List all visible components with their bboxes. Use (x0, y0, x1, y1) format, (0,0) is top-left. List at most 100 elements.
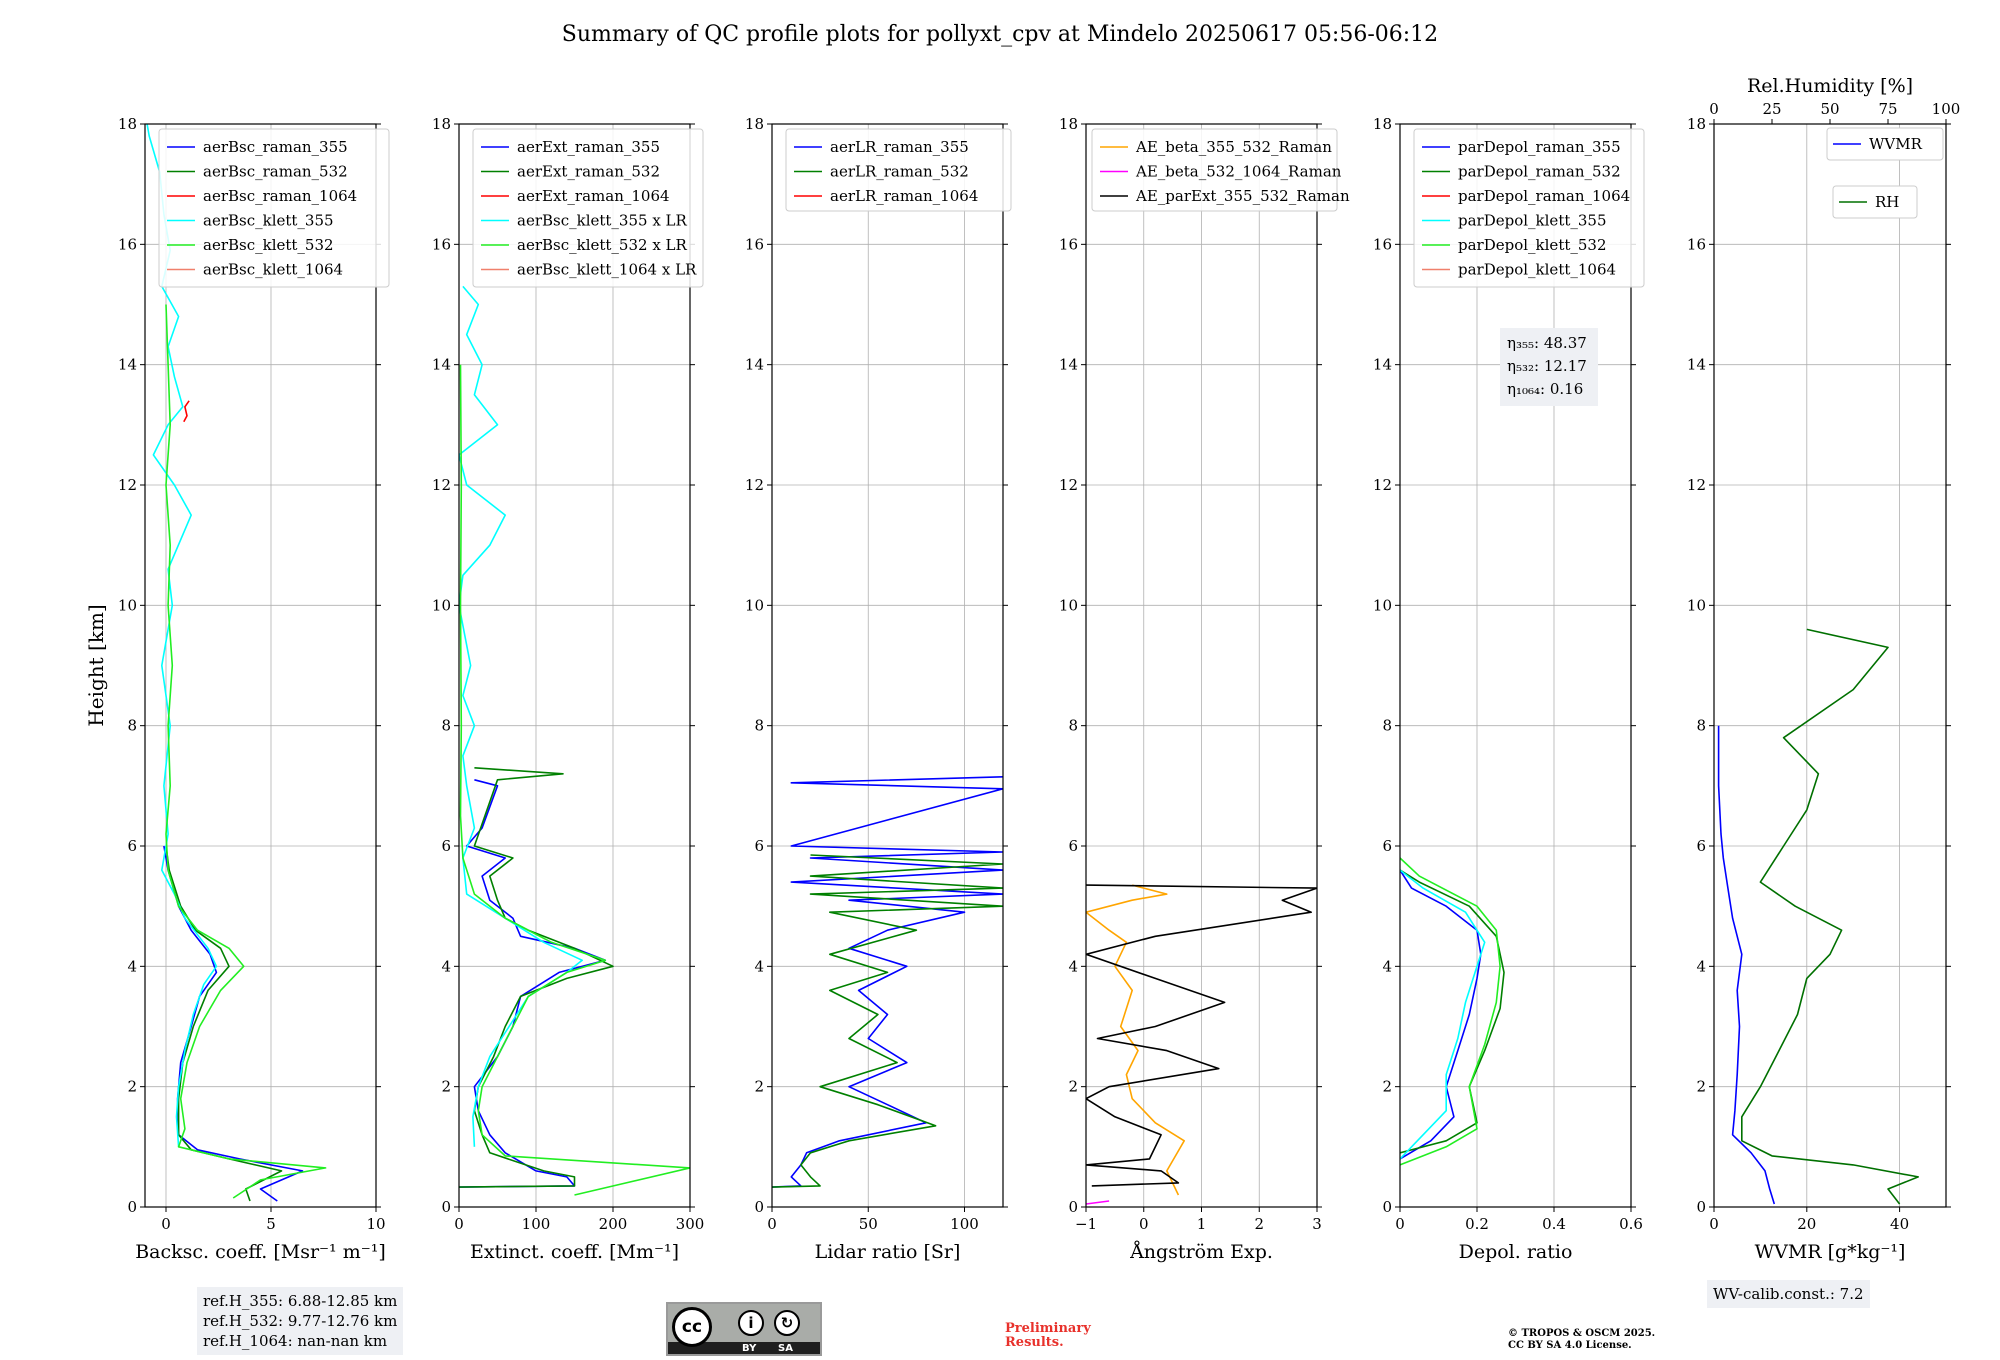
y-tick-label: 10 (1373, 596, 1392, 614)
legend-label: aerLR_raman_532 (830, 163, 969, 181)
x-axis-label: WVMR [g*kg⁻¹] (1755, 1241, 1906, 1263)
panel-backscatter (140, 123, 390, 1212)
legend-label: aerBsc_klett_1064 x LR (517, 261, 697, 279)
y-tick-label: 14 (1373, 356, 1392, 374)
y-tick-label: 8 (1068, 717, 1078, 735)
series-parDepol_klett_355 (1400, 869, 1486, 1160)
cc-license-badge: cc i ↻ BY SA (666, 1302, 822, 1356)
y-tick-label: 6 (754, 837, 764, 855)
x-axis-label: Extinct. coeff. [Mm⁻¹] (470, 1241, 679, 1263)
y-tick-label: 2 (127, 1078, 137, 1096)
y-tick-label: 12 (432, 476, 451, 494)
top-x-tick-label: 0 (1709, 100, 1719, 118)
series-WVMR (1717, 725, 1776, 1205)
y-tick-label: 16 (1059, 235, 1078, 253)
series-parDepol_raman_532 (1400, 869, 1505, 1154)
preliminary-line-2: Results. (1005, 1335, 1064, 1350)
axes-frame (458, 123, 691, 1208)
panel-extinction (454, 123, 704, 1212)
legend-label: AE_beta_532_1064_Raman (1135, 163, 1342, 181)
share-alike-icon: ↻ (774, 1310, 800, 1336)
series-aerBsc_raman_1064 (183, 400, 190, 423)
legend-box (158, 128, 390, 288)
y-axis-label: Height [km] (84, 604, 108, 726)
top-x-tick-label: 50 (1820, 100, 1839, 118)
legend-label: aerBsc_klett_1064 (203, 261, 343, 279)
legend-label: parDepol_raman_355 (1458, 138, 1621, 156)
y-tick-label: 8 (754, 717, 764, 735)
series-aerLR_raman_532 (772, 854, 1003, 1188)
y-tick-label: 0 (1382, 1198, 1392, 1216)
y-tick-label: 10 (1687, 596, 1706, 614)
x-axis-label: Depol. ratio (1459, 1241, 1573, 1263)
y-tick-label: 4 (754, 957, 764, 975)
y-tick-label: 10 (118, 596, 137, 614)
y-tick-label: 18 (118, 115, 137, 133)
top-x-axis-label: Rel.Humidity [%] (1747, 75, 1913, 97)
legend-box-rh (1832, 185, 1918, 219)
x-tick-label: 100 (950, 1215, 979, 1233)
legend-label: aerBsc_klett_532 (203, 236, 334, 254)
x-tick-label: 50 (859, 1215, 878, 1233)
y-tick-label: 12 (118, 476, 137, 494)
legend-label: aerBsc_raman_355 (203, 138, 348, 156)
legend-label: aerBsc_raman_532 (203, 163, 348, 181)
y-tick-label: 12 (745, 476, 764, 494)
x-tick-label: 40 (1890, 1215, 1909, 1233)
y-tick-label: 18 (1059, 115, 1078, 133)
y-tick-label: 4 (127, 957, 137, 975)
x-tick-label: 300 (676, 1215, 705, 1233)
x-tick-label: 0 (1139, 1215, 1149, 1233)
legend-label: aerBsc_klett_355 x LR (517, 212, 688, 230)
top-x-tick-label: 75 (1878, 100, 1897, 118)
y-tick-label: 8 (1382, 717, 1392, 735)
legend-label: parDepol_klett_532 (1458, 236, 1607, 254)
y-tick-label: 8 (1696, 717, 1706, 735)
y-tick-label: 14 (1059, 356, 1078, 374)
y-tick-label: 12 (1059, 476, 1078, 494)
y-tick-label: 8 (127, 717, 137, 735)
legend-label: WVMR (1869, 135, 1923, 153)
y-tick-label: 10 (1059, 596, 1078, 614)
legend-box (472, 128, 704, 288)
y-tick-label: 6 (1696, 837, 1706, 855)
eta-box (1500, 328, 1598, 406)
axes-frame (771, 123, 1004, 1208)
series-AE_parExt_355_532_Raman (1086, 884, 1317, 1187)
series-aerBsc_klett_355 x LR (459, 285, 584, 1147)
x-tick-label: 5 (266, 1215, 276, 1233)
legend-box (1413, 128, 1645, 288)
y-tick-label: 0 (754, 1198, 764, 1216)
y-tick-label: 14 (745, 356, 764, 374)
y-tick-label: 16 (745, 235, 764, 253)
eta-value: η₅₃₂: 12.17 (1507, 357, 1587, 375)
x-axis-label: Lidar ratio [Sr] (815, 1241, 961, 1263)
wv-calibration-box: WV-calib.const.: 7.2 (1707, 1280, 1870, 1308)
y-tick-label: 16 (118, 235, 137, 253)
series-parDepol_klett_532 (1400, 857, 1501, 1166)
ref-height-355: ref.H_355: 6.88-12.85 km (203, 1292, 398, 1310)
legend-label: aerLR_raman_355 (830, 138, 969, 156)
panel-angstrom (1081, 123, 1338, 1212)
panel-depol (1395, 123, 1645, 1212)
y-tick-label: 18 (1687, 115, 1706, 133)
axes-frame (1399, 123, 1632, 1208)
legend-label: parDepol_klett_1064 (1458, 261, 1616, 279)
x-tick-label: −1 (1075, 1215, 1097, 1233)
legend-label: aerBsc_klett_355 (203, 212, 334, 230)
y-tick-label: 16 (1687, 235, 1706, 253)
x-tick-label: 1 (1197, 1215, 1207, 1233)
x-tick-label: 0 (1395, 1215, 1405, 1233)
y-tick-label: 2 (754, 1078, 764, 1096)
x-tick-label: 3 (1312, 1215, 1322, 1233)
series-aerBsc_klett_532 (165, 304, 327, 1199)
attribution-icon: i (738, 1310, 764, 1336)
x-tick-label: 0 (161, 1215, 171, 1233)
y-tick-label: 14 (432, 356, 451, 374)
axes-frame (1713, 123, 1947, 1208)
panel-wvmr_rh (1709, 119, 1951, 1212)
x-tick-label: 20 (1797, 1215, 1816, 1233)
y-tick-label: 2 (1068, 1078, 1078, 1096)
y-tick-label: 2 (441, 1078, 451, 1096)
